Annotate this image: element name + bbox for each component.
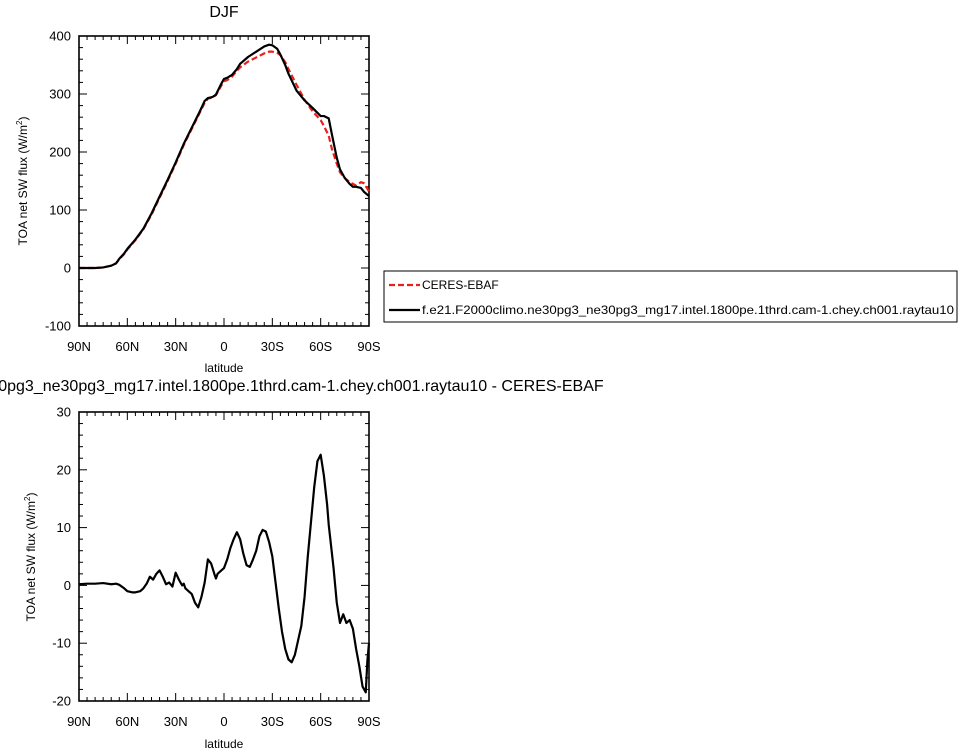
bottom-panel-xtick-label: 0 [220,714,227,729]
bottom-panel-xtick-label: 60S [309,714,332,729]
legend-box [383,270,958,323]
bottom-panel-ytick-label: -10 [52,636,71,651]
top-panel-xtick-label: 30N [164,339,188,354]
legend-label-model: f.e21.F2000climo.ne30pg3_ne30pg3_mg17.in… [422,303,954,317]
bottom-panel-ylabel-sup: 2 [23,496,32,501]
bottom-panel-ytick-label: 0 [64,578,71,593]
bottom-panel-ylabel-close: ) [24,493,38,497]
top-panel-xlabel: latitude [205,361,244,375]
bottom-panel-ytick-label: 10 [57,520,71,535]
top-panel-ytick-label: 400 [49,29,71,44]
top-panel-xtick-label: 60S [309,339,332,354]
bottom-panel-ytick-label: -20 [52,694,71,709]
top-panel-xtick-label: 90S [357,339,380,354]
legend: CERES-EBAF f.e21.F2000climo.ne30pg3_ne30… [383,270,958,323]
top-panel-xtick-label: 0 [220,339,227,354]
bottom-panel-ytick-label: 30 [57,405,71,420]
bottom-panel-xtick-label: 30N [164,714,188,729]
bottom-panel-series-line-0 [78,453,371,694]
top-panel-ylabel: TOA net SW flux (W/m2) [15,117,30,246]
bottom-panel-frame [78,411,370,702]
top-panel-ylabel-main: TOA net SW flux (W/m [16,125,30,245]
top-panel-series-line-0 [79,50,370,270]
bottom-panel-xlabel: latitude [205,737,244,751]
top-panel-ytick-label: 200 [49,145,71,160]
bottom-panel-plot: -20 -10 0 10 20 30 90N 60N 30N 0 30S 60S 90S [52,405,381,730]
top-panel-ytick-label: -100 [45,319,71,334]
top-panel-ylabel-sup: 2 [15,120,24,125]
legend-label-ceres: CERES-EBAF [422,278,499,292]
top-panel-xtick-label: 90N [67,339,91,354]
top-panel-xtick-label: 60N [115,339,139,354]
top-panel: DJF -100 0 100 200 300 400 90N 60N 30N 0 30S 60S 90S… [15,4,381,375]
top-panel-title: DJF [209,4,239,21]
top-panel-ytick-label: 0 [64,261,71,276]
bottom-panel-xtick-label: 90S [357,714,380,729]
bottom-panel-xtick-label: 60N [115,714,139,729]
bottom-panel-ytick-label: 20 [57,462,71,477]
top-panel-ytick-label: 300 [49,87,71,102]
bottom-panel-xtick-label: 30S [261,714,284,729]
bottom-panel-ylabel: TOA net SW flux (W/m2) [23,493,38,622]
top-panel-ytick-label: 100 [49,203,71,218]
bottom-panel-title: f.e21.F2000climo.ne30pg3_ne30pg3_mg17.in… [0,378,604,395]
top-panel-plot: -100 0 100 200 300 400 90N 60N 30N 0 30S 60S 90S [45,29,381,355]
bottom-panel: f.e21.F2000climo.ne30pg3_ne30pg3_mg17.in… [0,378,604,751]
bottom-panel-ylabel-main: TOA net SW flux (W/m [24,501,38,621]
top-panel-ylabel-close: ) [16,117,30,121]
top-panel-xtick-label: 30S [261,339,284,354]
top-panel-series-line-1 [79,43,370,270]
bottom-panel-xtick-label: 90N [67,714,91,729]
